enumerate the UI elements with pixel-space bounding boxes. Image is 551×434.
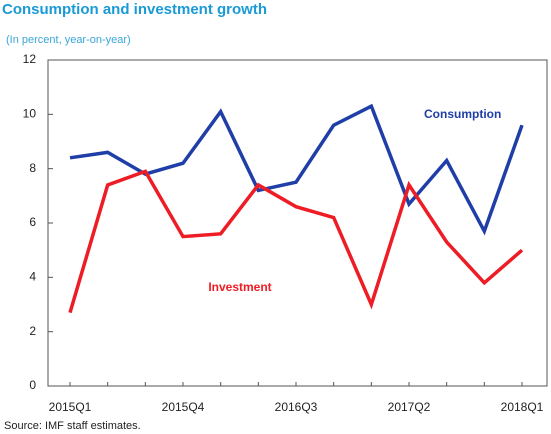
y-tick-label: 4 [29,270,36,284]
chart-title: Consumption and investment growth [2,1,267,18]
x-tick-label: 2015Q1 [49,400,92,414]
line-series [69,103,524,236]
source-note: Source: IMF staff estimates. [4,420,141,432]
series-label: Investment [208,280,271,294]
y-tick-label: 8 [29,161,36,175]
series-label: Consumption [424,107,501,121]
x-tick-label: 2018Q1 [501,400,544,414]
x-tick-label: 2017Q2 [388,400,431,414]
y-tick-label: 12 [23,52,37,66]
x-tick-label: 2016Q3 [275,400,318,414]
y-tick-label: 2 [29,324,36,338]
y-tick-label: 0 [29,378,36,392]
chart-subtitle: (In percent, year-on-year) [6,34,131,46]
y-tick-label: 6 [29,215,36,229]
line-series [68,169,524,314]
y-tick-label: 10 [23,107,37,121]
x-tick-label: 2015Q4 [162,400,205,414]
